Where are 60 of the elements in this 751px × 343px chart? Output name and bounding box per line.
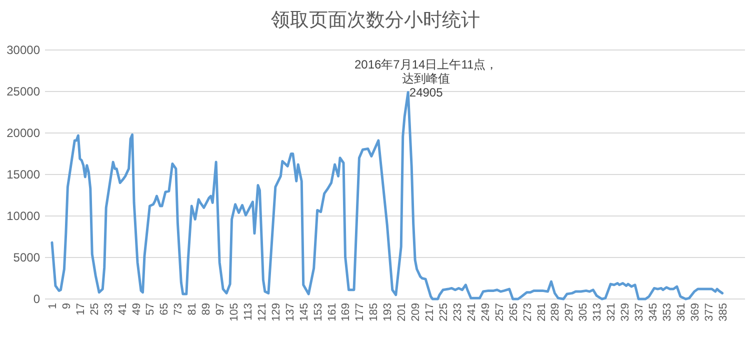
x-tick-label: 49	[130, 303, 143, 316]
x-tick-label: 297	[564, 303, 576, 322]
annotation: 24905	[409, 85, 444, 100]
x-tick-label: 81	[186, 303, 199, 316]
x-tick-label: 225	[438, 303, 450, 322]
x-tick-label: 193	[382, 303, 394, 322]
x-tick-label: 9	[60, 303, 73, 310]
x-tick-label: 161	[326, 303, 338, 322]
x-tick-label: 257	[494, 303, 506, 322]
x-tick-label: 345	[647, 303, 660, 322]
x-tick-label: 1	[46, 303, 59, 310]
x-tick-label: 313	[592, 303, 604, 322]
x-tick-label: 249	[480, 303, 492, 322]
y-tick-label: 0	[33, 292, 40, 306]
x-tick-label: 169	[340, 303, 352, 322]
x-tick-label: 289	[550, 303, 562, 322]
x-tick-label: 153	[312, 303, 324, 322]
x-tick-label: 89	[200, 303, 213, 316]
annotation: 2016年7月14日上午11点，	[354, 57, 498, 72]
x-tick-label: 129	[270, 303, 282, 322]
x-tick-label: 65	[158, 303, 171, 316]
annotation: 达到峰值	[402, 71, 450, 86]
x-tick-label: 113	[242, 303, 254, 321]
x-tick-label: 241	[466, 303, 478, 322]
y-tick-label: 10000	[6, 209, 40, 223]
x-tick-label: 41	[116, 303, 129, 316]
x-tick-label: 105	[228, 303, 241, 322]
y-tick-label: 20000	[6, 126, 40, 140]
x-tick-label: 361	[675, 303, 688, 322]
x-tick-label: 209	[410, 303, 422, 322]
y-tick-label: 30000	[6, 43, 40, 57]
x-tick-label: 73	[172, 303, 185, 316]
x-tick-label: 97	[214, 303, 227, 316]
x-tick-label: 281	[536, 303, 548, 322]
x-tick-label: 137	[284, 303, 296, 322]
x-tick-label: 321	[606, 303, 618, 322]
x-tick-label: 337	[634, 303, 646, 322]
x-tick-label: 33	[102, 303, 115, 316]
y-tick-label: 15000	[6, 168, 40, 182]
x-tick-label: 57	[144, 303, 157, 316]
x-tick-label: 273	[522, 303, 534, 322]
x-tick-label: 369	[689, 303, 702, 322]
x-tick-label: 329	[620, 303, 632, 322]
y-tick-label: 5000	[13, 250, 40, 264]
chart-title: 领取页面次数分小时统计	[271, 10, 480, 31]
x-tick-label: 145	[298, 303, 310, 322]
x-tick-label: 265	[508, 303, 520, 322]
x-tick-label: 201	[396, 303, 408, 322]
y-tick-label: 25000	[6, 84, 40, 98]
x-tick-label: 121	[256, 303, 268, 322]
x-tick-label: 353	[661, 303, 674, 322]
x-tick-label: 185	[368, 303, 380, 322]
x-tick-label: 377	[703, 303, 716, 322]
x-tick-label: 177	[354, 303, 366, 322]
x-tick-label: 25	[88, 303, 101, 316]
x-tick-label: 17	[74, 303, 87, 316]
x-tick-label: 217	[424, 303, 436, 322]
x-tick-label: 305	[578, 303, 590, 322]
x-tick-label: 385	[717, 303, 730, 322]
x-tick-label: 233	[452, 303, 464, 322]
